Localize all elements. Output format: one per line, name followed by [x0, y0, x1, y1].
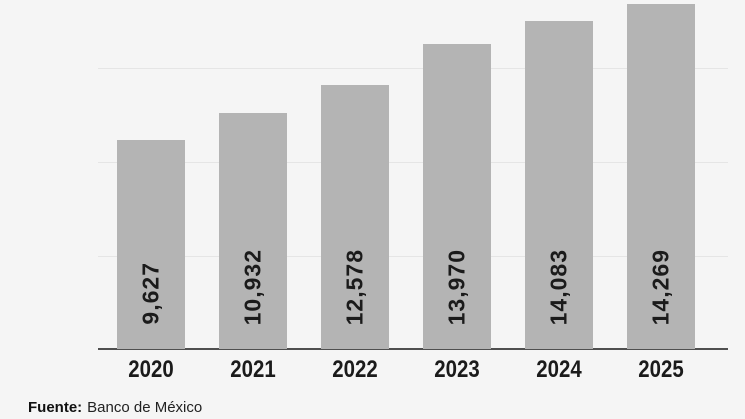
- gridline: [98, 256, 728, 257]
- bar-2023: 13,970: [423, 44, 491, 349]
- x-tick-label-2022: 2022: [332, 356, 378, 383]
- bar-2022: 12,578: [321, 85, 389, 349]
- bar-2020: 9,627: [117, 140, 185, 349]
- bar-2021: 10,932: [219, 113, 287, 349]
- x-axis-line: [98, 348, 728, 350]
- gridline: [98, 162, 728, 163]
- source-text: Banco de México: [87, 399, 203, 416]
- bar-2024: 14,083: [525, 21, 593, 349]
- bar-value-label: 10,932: [239, 248, 266, 325]
- source-label: Fuente:: [28, 399, 83, 416]
- x-tick-label-2025: 2025: [638, 356, 684, 383]
- x-tick-label-2021: 2021: [230, 356, 276, 383]
- source-note: Fuente: Banco de México: [28, 399, 202, 416]
- bar-value-label: 13,970: [443, 248, 470, 325]
- bar-value-label: 14,269: [647, 248, 674, 325]
- bar-value-label: 9,627: [137, 262, 164, 325]
- bar-value-label: 12,578: [341, 248, 368, 325]
- bar-value-label: 14,083: [545, 248, 572, 325]
- bar-2025: 14,269: [627, 4, 695, 349]
- x-tick-label-2023: 2023: [434, 356, 480, 383]
- x-tick-label-2024: 2024: [536, 356, 582, 383]
- x-tick-label-2020: 2020: [128, 356, 174, 383]
- gridline: [98, 68, 728, 69]
